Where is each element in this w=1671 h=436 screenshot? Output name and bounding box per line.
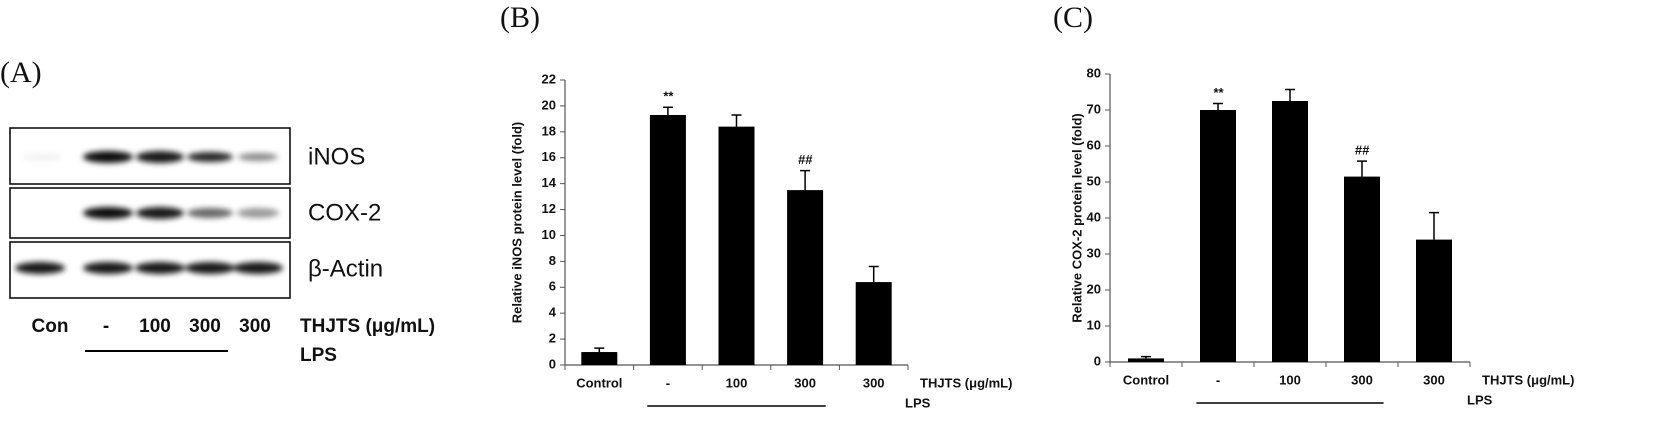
panel-label: (A) — [0, 56, 42, 89]
error-bar — [1213, 102, 1223, 110]
x-tick-label: 100 — [726, 375, 748, 390]
bands — [15, 151, 283, 274]
bar — [581, 352, 618, 365]
y-tick-label: 0 — [1094, 353, 1101, 368]
y-tick-label: 70 — [1087, 101, 1101, 116]
lps-label: LPS — [1467, 392, 1493, 407]
y-tick-label: 10 — [1087, 317, 1101, 332]
annotation: ## — [798, 152, 813, 167]
bar — [1128, 358, 1164, 362]
lane-label: 100 — [139, 316, 171, 337]
y-tick-label: 80 — [1087, 65, 1101, 80]
x-tick-label: Control — [576, 375, 622, 390]
lane-label: - — [103, 316, 109, 337]
lane-label: 300 — [239, 316, 271, 337]
lane-label: 300 — [189, 316, 221, 337]
bar — [718, 126, 755, 366]
error-bar — [868, 265, 879, 283]
error-bar — [662, 106, 673, 115]
y-axis-label: Relative COX-2 protein level (fold) — [1069, 113, 1084, 323]
protein-label: β-Actin — [308, 255, 383, 282]
bar — [1416, 239, 1452, 362]
y-tick-label: 10 — [542, 227, 556, 242]
blot-frame — [9, 187, 291, 239]
blot-frame — [9, 241, 291, 299]
y-axis-label: Relative iNOS protein level (fold) — [509, 122, 524, 324]
bar — [787, 190, 824, 365]
error-bar — [1357, 160, 1367, 177]
treatment-label: THJTS (μg/mL) — [300, 316, 435, 337]
panel-a: (A) iNOS COX-2 β-Actin Con - 100 300 300 — [0, 56, 435, 366]
bar — [855, 282, 892, 365]
y-tick-label: 22 — [542, 71, 556, 86]
protein-label: iNOS — [308, 143, 365, 170]
x-tick-label: 300 — [863, 375, 885, 390]
y-tick-label: 20 — [542, 97, 556, 112]
error-bar — [800, 169, 811, 191]
annotation: ** — [663, 89, 674, 104]
x-tick-label: 300 — [794, 375, 816, 390]
annotation: ## — [1355, 143, 1370, 158]
error-bar — [594, 347, 605, 353]
error-bar — [1285, 88, 1295, 101]
bar — [1272, 101, 1308, 362]
y-tick-label: 8 — [549, 253, 556, 268]
x-tick-label: 300 — [1423, 372, 1445, 387]
x-tick-label: - — [1216, 372, 1220, 387]
y-tick-label: 4 — [549, 305, 557, 320]
error-bar — [1429, 211, 1439, 240]
panel-label: (C) — [1053, 1, 1093, 34]
y-tick-label: 18 — [542, 123, 556, 138]
bar — [1344, 176, 1380, 362]
y-tick-label: 20 — [1087, 281, 1101, 296]
y-tick-label: 14 — [542, 175, 557, 190]
protein-label: COX-2 — [308, 199, 381, 226]
lps-label: LPS — [300, 345, 337, 366]
y-tick-label: 40 — [1087, 209, 1101, 224]
y-tick-label: 2 — [549, 331, 556, 346]
lps-label: LPS — [905, 395, 931, 410]
annotation: ** — [1213, 85, 1224, 100]
x-tick-label: - — [666, 375, 670, 390]
treatment-label: THJTS (μg/mL) — [1482, 372, 1574, 387]
error-bar — [1141, 355, 1151, 359]
y-tick-label: 12 — [542, 201, 556, 216]
lane-label: Con — [32, 316, 69, 337]
treatment-label: THJTS (μg/mL) — [920, 375, 1012, 390]
y-tick-label: 0 — [549, 356, 556, 371]
x-tick-label: Control — [1123, 372, 1169, 387]
blot-frame — [9, 127, 291, 185]
bar — [649, 114, 686, 366]
error-bar — [731, 114, 742, 127]
y-tick-label: 6 — [549, 279, 556, 294]
panel-label: (B) — [500, 1, 540, 34]
x-tick-label: 300 — [1351, 372, 1373, 387]
x-tick-label: 100 — [1279, 372, 1301, 387]
y-tick-label: 30 — [1087, 245, 1101, 260]
y-tick-label: 50 — [1087, 173, 1101, 188]
y-tick-label: 16 — [542, 149, 556, 164]
y-tick-label: 60 — [1087, 137, 1101, 152]
bar — [1200, 110, 1236, 362]
